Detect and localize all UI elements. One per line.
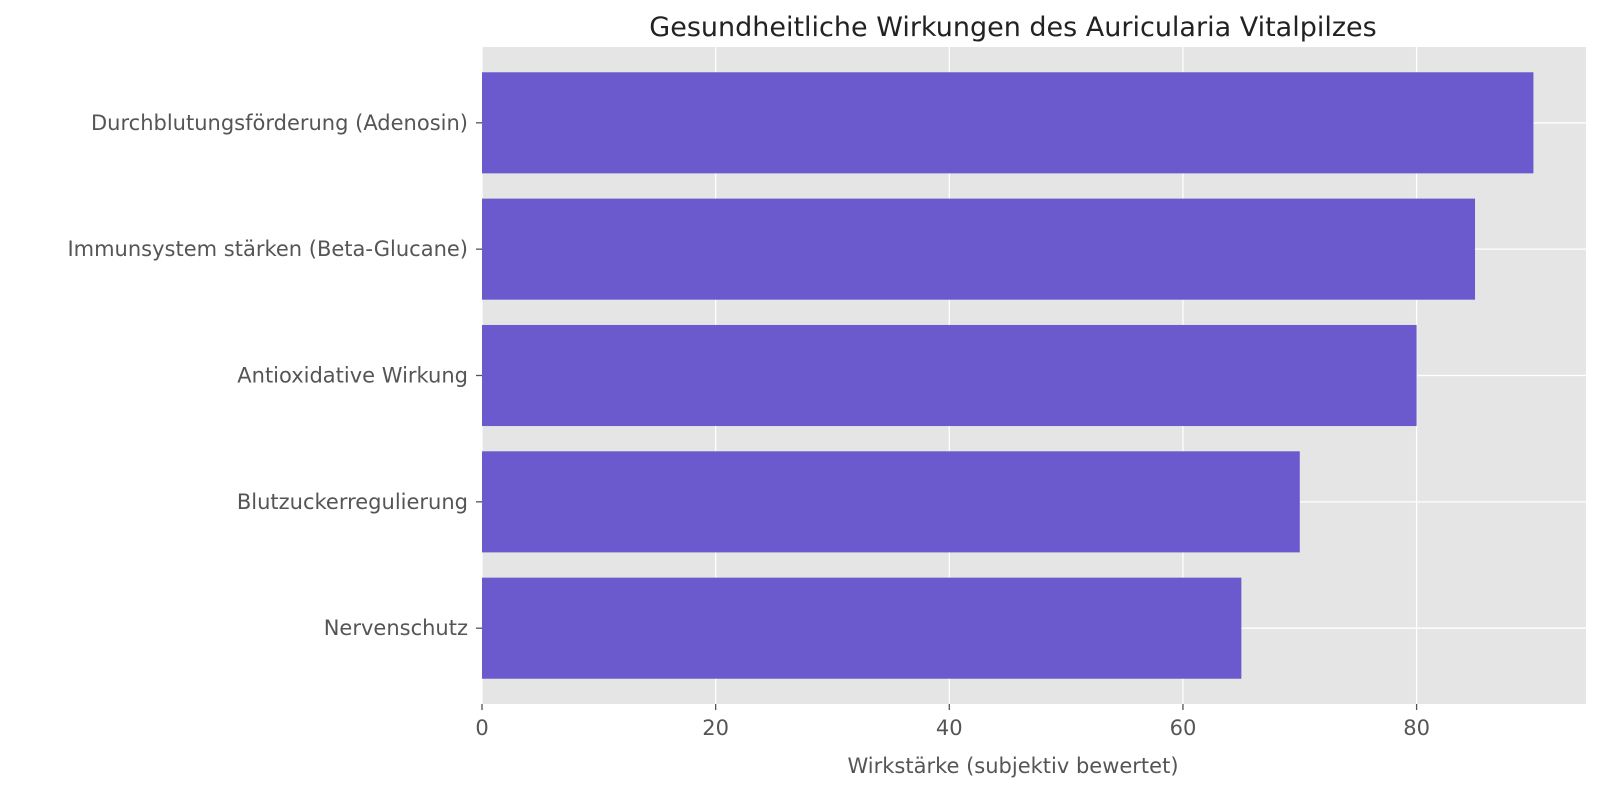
y-tick-label: Antioxidative Wirkung <box>237 364 468 388</box>
bar <box>482 577 1242 679</box>
x-tick-label: 60 <box>1170 716 1197 740</box>
x-axis-label: Wirkstärke (subjektiv bewertet) <box>847 754 1178 778</box>
x-tick-label: 80 <box>1403 716 1430 740</box>
bar <box>482 324 1417 427</box>
y-tick-label: Immunsystem stärken (Beta-Glucane) <box>67 237 468 261</box>
x-tick-label: 40 <box>936 716 963 740</box>
y-axis-ticks: Durchblutungsförderung (Adenosin) Immunsy… <box>67 111 482 640</box>
x-axis-ticks: 0 20 40 60 80 <box>475 704 1430 740</box>
bar <box>482 451 1300 553</box>
y-tick-label: Nervenschutz <box>324 616 468 640</box>
chart-title: Gesundheitliche Wirkungen des Auriculari… <box>649 12 1376 43</box>
x-tick-label: 0 <box>475 716 488 740</box>
bar <box>482 72 1534 174</box>
x-tick-label: 20 <box>702 716 729 740</box>
bar <box>482 198 1476 300</box>
y-tick-label: Blutzuckerregulierung <box>237 490 468 514</box>
bars <box>482 72 1534 679</box>
y-tick-label: Durchblutungsförderung (Adenosin) <box>91 111 468 135</box>
